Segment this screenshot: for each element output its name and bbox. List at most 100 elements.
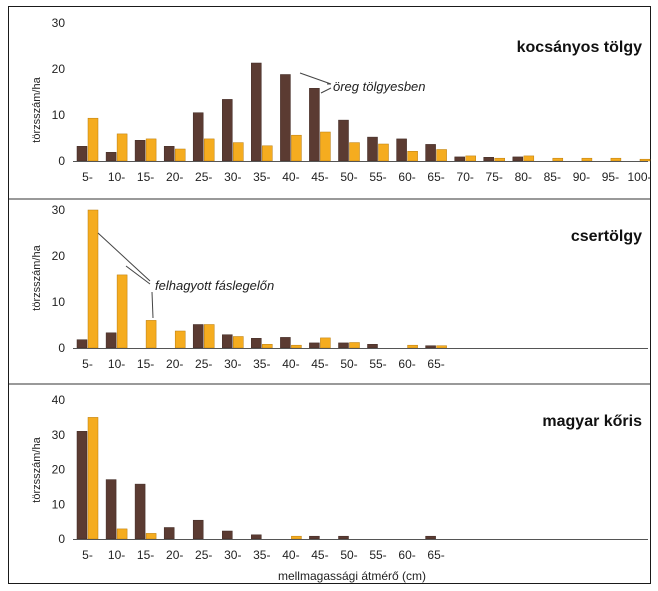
bar-series-2 [291, 344, 302, 349]
panel-title: kocsányos tölgy [517, 39, 642, 56]
x-tick-label: 30- [224, 170, 241, 184]
bar-series-2 [145, 533, 157, 540]
x-axis-label: mellmagassági átmérő (cm) [278, 569, 426, 583]
x-tick-label: 55- [369, 170, 386, 184]
panel-magyar-koris: magyar kőris törzsszám/ha 0 10 20 30 40 5- 10… [31, 393, 648, 562]
bar-series-2 [116, 133, 128, 162]
x-tick-label: 40- [282, 357, 299, 371]
x-tick-label: 20- [166, 357, 183, 371]
bar-series-1 [134, 140, 146, 162]
y-tick-label: 10 [52, 108, 66, 122]
x-tick-label: 25- [195, 548, 212, 562]
bar-series-1 [367, 136, 378, 162]
x-tick-label: 10- [108, 170, 125, 184]
annotation-leader-line [97, 232, 151, 282]
bar-series-2 [436, 345, 447, 349]
bar-series-2 [233, 142, 244, 162]
bar-series-2 [145, 320, 157, 349]
bar-series-2 [174, 330, 186, 349]
bar-series-1 [425, 144, 436, 162]
x-tick-label: 65- [427, 357, 444, 371]
panel-kocsanyos-tolgy: kocsányos tölgy törzsszám/ha 0 10 20 30 5- 1… [9, 16, 652, 200]
y-tick-label: 30 [52, 16, 66, 30]
x-tick-label: 60- [398, 170, 415, 184]
annotation-leader-line [320, 87, 332, 94]
y-tick-label: 20 [52, 463, 66, 477]
bar-series-2 [233, 336, 244, 349]
annotation-leader-line [299, 72, 332, 85]
y-tick-label: 10 [52, 295, 66, 309]
bar-series-1 [338, 342, 349, 349]
x-tick-label: 40- [282, 548, 299, 562]
bar-series-1 [105, 152, 117, 162]
bar-series-1 [309, 88, 320, 162]
y-ticks: 0 10 20 30 [52, 16, 66, 168]
y-axis-label: törzsszám/ha [31, 76, 43, 142]
x-ticks: 5- 10- 15- 20- 25- 30- 35- 40- 45- 50- 55- 60- 65- [82, 548, 445, 562]
bar-series-2 [494, 157, 505, 162]
x-ticks: 5- 10- 15- 20- 25- 30- 35- 40- 45- 50- 55- 60- 65- [82, 357, 445, 371]
x-tick-label: 15- [137, 548, 154, 562]
x-tick-label: 35- [253, 548, 270, 562]
bar-series-2 [349, 342, 360, 349]
bar-series-1 [251, 62, 262, 162]
y-tick-label: 10 [52, 497, 66, 511]
bar-series-2 [610, 157, 622, 162]
bar-series-2 [320, 131, 331, 162]
x-tick-label: 60- [398, 548, 415, 562]
x-tick-label: 95- [602, 170, 619, 184]
x-tick-label: 10- [108, 357, 125, 371]
bar-series-2 [262, 145, 273, 162]
bar-series-1 [483, 157, 494, 162]
bar-series-2 [349, 142, 360, 162]
bar-series-2 [581, 157, 593, 162]
bar-series-1 [134, 483, 146, 540]
bar-series-1 [425, 535, 436, 540]
bar-series-1 [105, 479, 117, 540]
bar-series-1 [396, 138, 407, 162]
x-tick-label: 90- [573, 170, 590, 184]
panel-title: magyar kőris [542, 413, 642, 430]
x-tick-label: 55- [369, 548, 386, 562]
x-ticks: 5- 10- 15- 20- 25- 30- 35- 40- 45- 50- 55- 60- 65- 70… [82, 170, 651, 184]
bar-series-1 [76, 146, 88, 162]
x-tick-label: 35- [253, 170, 270, 184]
bar-series-1 [251, 338, 262, 349]
bar-series-2 [87, 417, 99, 540]
bar-series-2 [465, 155, 476, 162]
bar-series-1 [367, 344, 378, 349]
bar-series-2 [552, 157, 564, 162]
x-tick-label: 10- [108, 548, 125, 562]
bar-series-2 [87, 117, 99, 162]
bar-series-2 [116, 528, 128, 540]
x-tick-label: 20- [166, 170, 183, 184]
bar-series-1 [163, 146, 175, 162]
bar-series-2 [87, 209, 99, 349]
x-tick-label: 15- [137, 357, 154, 371]
bar-series-1 [280, 337, 291, 349]
x-tick-label: 75- [486, 170, 503, 184]
bar-series-1 [425, 345, 436, 349]
x-tick-label: 50- [340, 357, 357, 371]
y-tick-label: 30 [52, 428, 66, 442]
bar-series-2 [523, 155, 535, 162]
x-tick-label: 5- [82, 548, 93, 562]
bar-series-1 [192, 324, 204, 349]
chart-frame [8, 6, 651, 584]
bar-series-1 [454, 156, 465, 162]
y-tick-label: 0 [58, 341, 65, 355]
x-tick-label: 5- [82, 357, 93, 371]
x-tick-label: 20- [166, 548, 183, 562]
y-ticks: 0 10 20 30 [52, 203, 66, 355]
bar-series-1 [512, 156, 524, 162]
annotation: felhagyott fáslegelőn [97, 232, 274, 319]
x-tick-label: 65- [427, 170, 444, 184]
bar-series-1 [192, 519, 204, 540]
x-tick-label: 45- [311, 170, 328, 184]
annotation-leader-line [125, 265, 151, 285]
bar-series-2 [262, 344, 273, 349]
bar-series-1 [309, 535, 320, 540]
x-tick-label: 30- [224, 548, 241, 562]
bar-series-1 [163, 527, 175, 540]
